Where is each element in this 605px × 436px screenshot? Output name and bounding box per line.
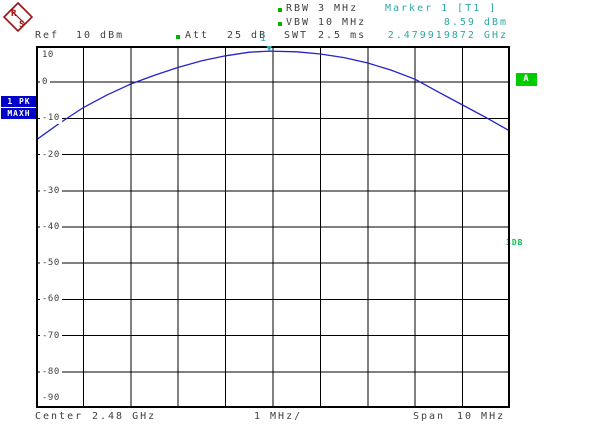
- grid-border: [36, 46, 510, 408]
- ref-value: 10 dBm: [76, 30, 125, 41]
- y-axis-tick-label: -90: [40, 392, 62, 404]
- rbw-coupled-dot-icon: [278, 8, 282, 12]
- marker-level: 8.59 dBm: [443, 17, 508, 28]
- center-freq-label: Center: [35, 411, 84, 422]
- screen-a-badge: A: [516, 73, 537, 86]
- y-axis-tick-label: -60: [40, 293, 62, 305]
- swt-value: 2.5 ms: [318, 30, 367, 41]
- trace-1: [36, 50, 510, 141]
- scale-per-div: 1 MHz/: [254, 411, 303, 422]
- logo-letter-r: R: [11, 9, 18, 19]
- att-label: Att: [185, 30, 210, 41]
- y-axis-tick-label: 0: [40, 76, 50, 88]
- vbw-label: VBW: [286, 17, 311, 28]
- measurement-grid: [36, 46, 510, 408]
- swt-label: SWT: [284, 30, 309, 41]
- rbw-value: 3 MHz: [318, 3, 359, 14]
- trace-detector-badge: 1 PK: [1, 96, 37, 107]
- y-axis-tick-label: -70: [40, 330, 62, 342]
- y-axis-tick-label: -50: [40, 257, 62, 269]
- logo-letter-s: S: [19, 20, 26, 30]
- vbw-value: 10 MHz: [318, 17, 367, 28]
- vbw-coupled-dot-icon: [278, 22, 282, 26]
- marker-frequency: 2.479919872 GHz: [387, 30, 508, 41]
- y-axis-tick-label: -20: [40, 149, 62, 161]
- marker-number-label: 1: [260, 33, 269, 44]
- y-axis-tick-label: -30: [40, 185, 62, 197]
- grid-lines: [36, 46, 510, 408]
- ref-label: Ref: [35, 30, 60, 41]
- rbw-label: RBW: [286, 3, 311, 14]
- y-axis-tick-label: 10: [40, 49, 56, 61]
- y-axis-tick-label: -10: [40, 112, 62, 124]
- marker-title: Marker 1 [T1 ]: [385, 3, 498, 14]
- trace-mode-badge: MAXH: [1, 108, 37, 119]
- center-freq-value: 2.48 GHz: [92, 411, 157, 422]
- att-coupled-dot-icon: [176, 35, 180, 39]
- coupling-3db-label: 3DB: [506, 238, 524, 247]
- att-value: 25 dB: [227, 30, 268, 41]
- marker-1-symbol-icon: [266, 46, 273, 52]
- span-label: Span: [413, 411, 446, 422]
- y-axis-tick-label: -80: [40, 366, 62, 378]
- y-axis-tick-label: -40: [40, 221, 62, 233]
- rohde-schwarz-logo-icon: R S: [3, 2, 33, 32]
- span-value: 10 MHz: [457, 411, 506, 422]
